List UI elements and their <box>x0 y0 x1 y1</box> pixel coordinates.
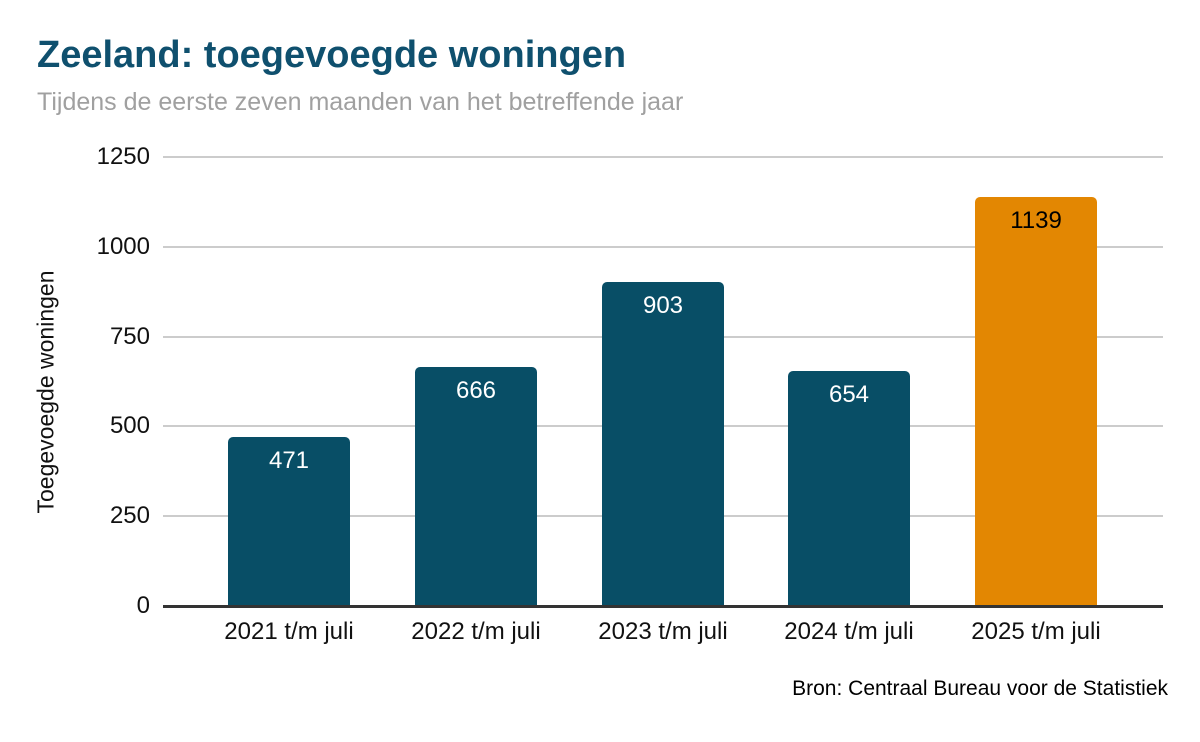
x-axis-label: 2022 t/m juli <box>411 618 541 645</box>
y-tick-label: 750 <box>109 322 150 350</box>
y-tick-label: 0 <box>136 592 150 619</box>
y-tick-label: 1000 <box>96 232 150 260</box>
chart-bar: 666 <box>415 367 537 606</box>
bar-value-label: 903 <box>642 292 684 319</box>
chart-subtitle: Tijdens de eerste zeven maanden van het … <box>37 88 684 116</box>
source-attribution: Bron: Centraal Bureau voor de Statistiek <box>792 677 1168 700</box>
x-axis-label: 2021 t/m juli <box>224 618 354 645</box>
x-axis-line <box>163 605 1163 608</box>
chart-bar: 1139 <box>975 197 1097 606</box>
gridline <box>163 156 1163 158</box>
y-tick-label: 1250 <box>96 143 150 170</box>
y-tick-label: 250 <box>109 502 150 530</box>
y-tick-label: 500 <box>109 412 150 440</box>
bar-value-label: 471 <box>268 447 310 474</box>
bar-value-label: 666 <box>455 377 497 404</box>
bar-value-label: 1139 <box>1010 207 1062 234</box>
chart-bar: 654 <box>788 371 910 606</box>
x-axis-label: 2025 t/m juli <box>971 618 1101 645</box>
chart-bar: 903 <box>602 282 724 606</box>
chart-title: Zeeland: toegevoegde woningen <box>37 34 627 76</box>
x-axis-label: 2023 t/m juli <box>598 618 728 645</box>
y-axis-title: Toegevoegde woningen <box>32 270 59 514</box>
bar-value-label: 654 <box>828 381 870 408</box>
chart-bar: 471 <box>228 437 350 606</box>
x-axis-label: 2024 t/m juli <box>784 618 914 645</box>
gridline <box>163 245 1163 248</box>
